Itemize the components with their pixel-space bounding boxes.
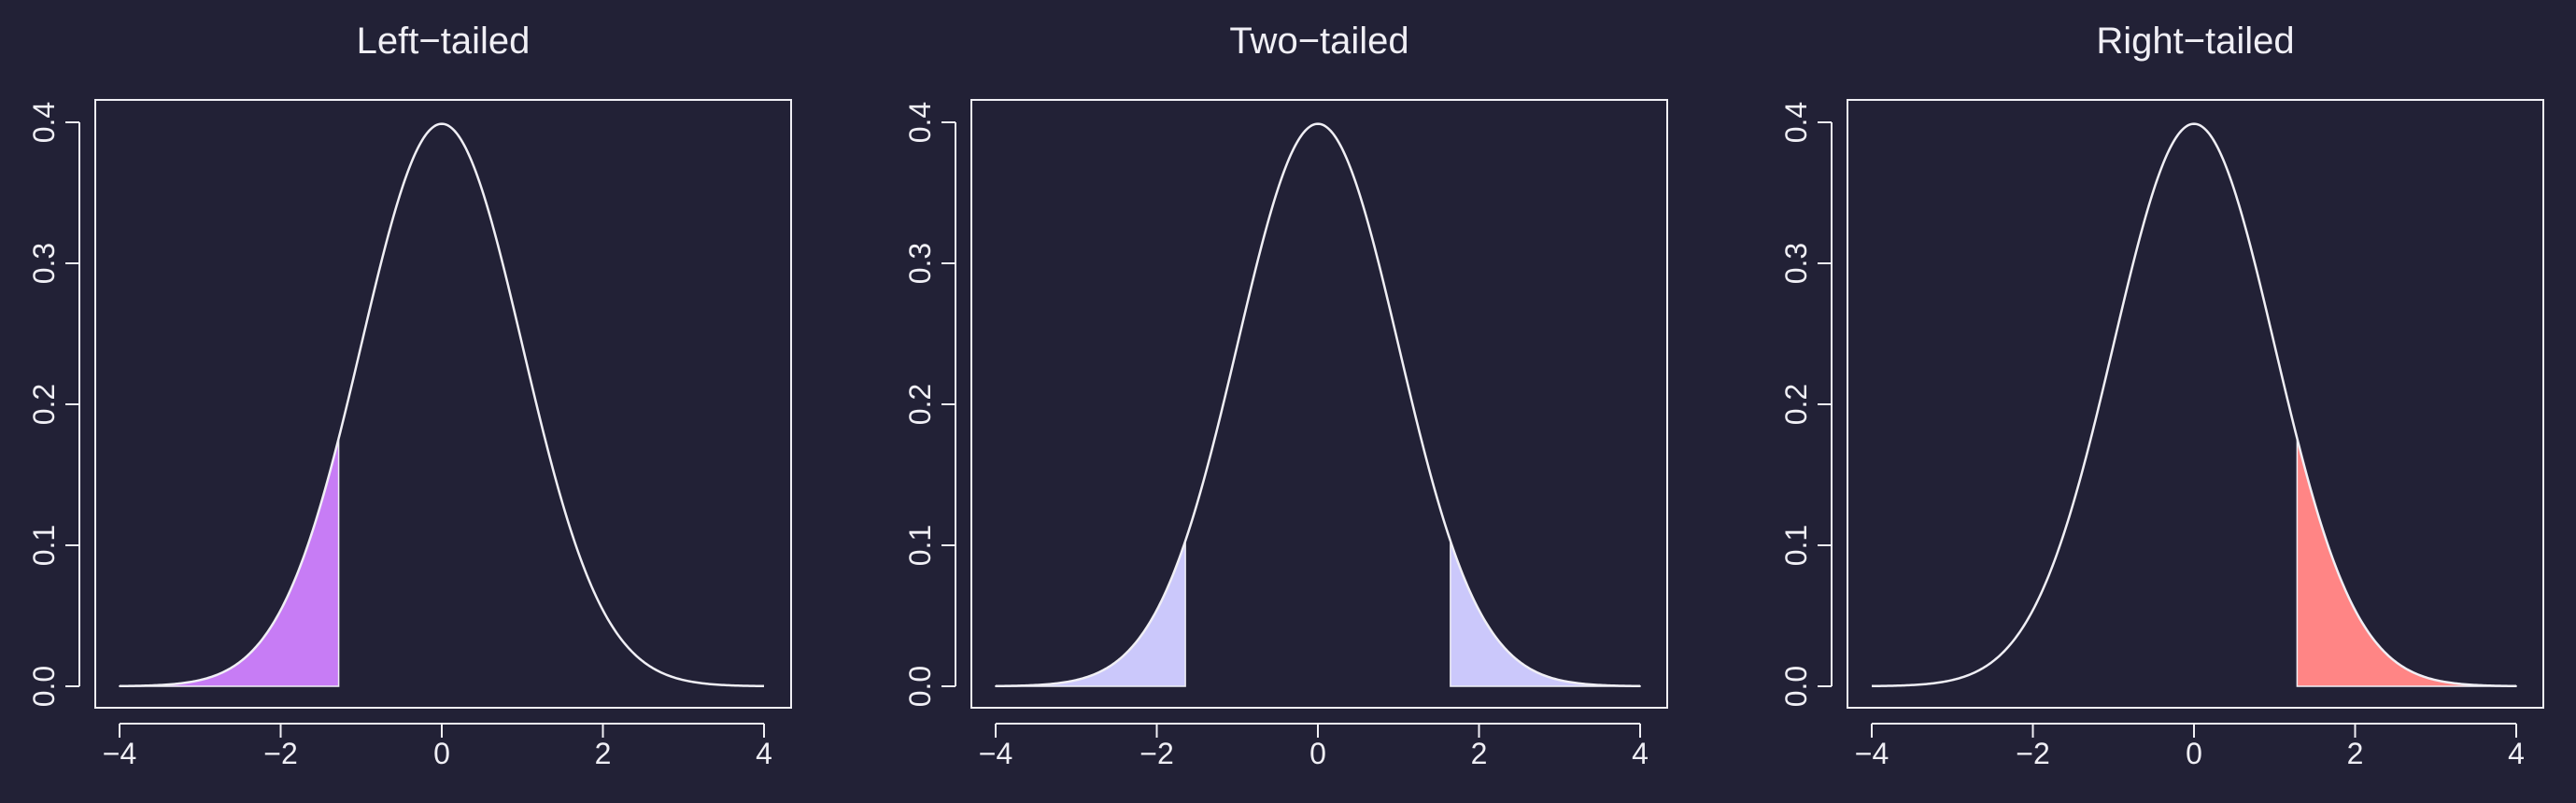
shaded-tail-region [995,541,1186,687]
x-tick-label: 4 [2508,737,2525,770]
x-tick-label: 0 [1309,737,1326,770]
x-tick-label: 2 [595,737,612,770]
x-tick-label: −4 [979,737,1012,770]
x-tick-label: 0 [433,737,450,770]
x-tick-label: −4 [1855,737,1889,770]
y-tick-label: 0.4 [903,102,937,143]
y-tick-label: 0.0 [1779,666,1813,707]
y-tick-label: 0.1 [27,525,61,566]
y-tick-label: 0.1 [1779,525,1813,566]
y-tick-label: 0.2 [903,384,937,425]
plot-frame [970,99,1668,709]
chart-title: Right−tailed [2096,21,2294,62]
y-tick-label: 0.0 [27,666,61,707]
y-tick-label: 0.0 [903,666,937,707]
plot-frame [94,99,792,709]
shaded-tail-region [1450,541,1641,687]
y-tick-label: 0.2 [1779,384,1813,425]
x-tick-label: −2 [263,737,297,770]
y-tick-label: 0.3 [903,243,937,284]
x-tick-label: 4 [756,737,772,770]
y-tick-label: 0.4 [1779,102,1813,143]
chart-title: Left−tailed [357,21,531,62]
x-tick-label: −2 [2016,737,2049,770]
y-tick-label: 0.1 [903,525,937,566]
y-axis: 0.0 0.1 0.2 0.3 0.4 [27,102,80,707]
x-tick-label: 4 [1632,737,1649,770]
density-curve [995,122,1641,688]
y-tick-label: 0.3 [27,243,61,284]
x-tick-label: 2 [1471,737,1488,770]
x-tick-label: −2 [1139,737,1173,770]
chart-panel: Right−tailed −4 −2 0 2 4 0.0 0.1 0.2 0.3 0.4 [1779,21,2544,770]
x-axis: −4 −2 0 2 4 [103,723,772,770]
shaded-tail-region [2296,438,2517,687]
density-curve [119,122,765,688]
y-axis: 0.0 0.1 0.2 0.3 0.4 [903,102,956,707]
chart-panel: Two−tailed −4 −2 0 2 4 0.0 0.1 0.2 0.3 0.4 [903,21,1668,770]
shaded-tail-region [119,438,340,687]
x-tick-label: −4 [103,737,136,770]
density-curve [1871,122,2517,688]
plot-frame [1847,99,2544,709]
chart-panel: Left−tailed −4 −2 0 2 4 0.0 0.1 0.2 0.3 0.4 [27,21,792,770]
x-axis: −4 −2 0 2 4 [1855,723,2525,770]
x-tick-label: 0 [2186,737,2202,770]
chart-title: Two−tailed [1229,21,1408,62]
x-axis: −4 −2 0 2 4 [979,723,1649,770]
y-axis: 0.0 0.1 0.2 0.3 0.4 [1779,102,1833,707]
x-tick-label: 2 [2347,737,2364,770]
y-tick-label: 0.2 [27,384,61,425]
y-tick-label: 0.3 [1779,243,1813,284]
y-tick-label: 0.4 [27,102,61,143]
